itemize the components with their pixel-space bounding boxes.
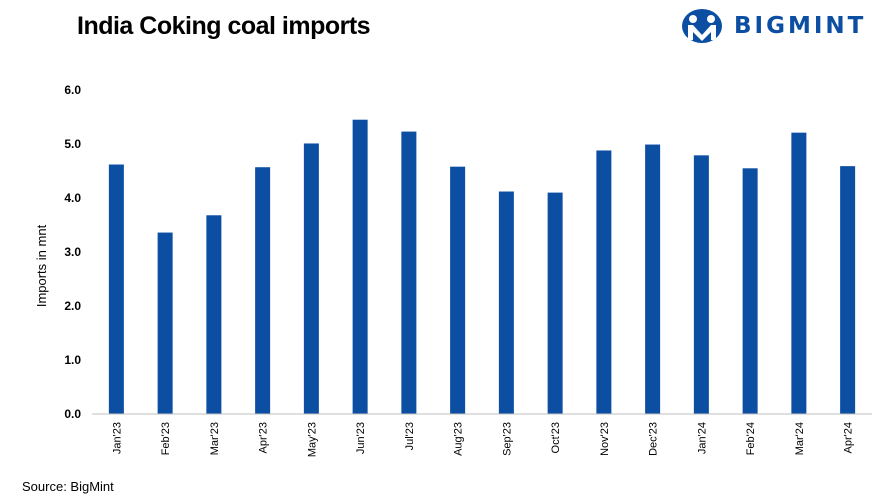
x-tick-label: May'23 [306,422,318,457]
y-tick-label: 5.0 [64,137,81,151]
y-tick-label: 4.0 [64,191,81,205]
x-tick-label: Mar'23 [209,422,221,455]
x-tick-label: Feb'24 [745,422,757,455]
bar [303,143,319,414]
bar [547,192,563,414]
x-axis-ticks: Jan'23 Feb'23 Mar'23 Apr'23 May'23 Jun'23 Jul'… [111,422,854,457]
bar [352,119,368,414]
bar [255,167,271,414]
x-tick-label: Nov'23 [599,422,611,456]
y-tick-label: 6.0 [64,83,81,97]
bar [498,191,514,414]
bar [645,144,661,415]
brand-name: BIGMINT [734,13,867,39]
bar [791,132,807,414]
y-tick-label: 2.0 [64,299,81,313]
x-tick-label: Oct'23 [550,422,562,453]
y-tick-label: 3.0 [64,245,81,259]
source-note: Source: BigMint [22,479,114,494]
bar [108,164,124,414]
chart-title: India Coking coal imports [77,12,371,40]
bigmint-logo-icon [682,9,722,43]
bar [840,166,856,414]
bar [450,166,466,414]
x-tick-label: Jan'23 [111,422,123,454]
bar [157,232,173,414]
y-tick-label: 0.0 [64,407,81,421]
x-tick-label: Dec'23 [648,422,660,456]
x-tick-label: Apr'23 [258,422,270,453]
y-tick-label: 1.0 [64,353,81,367]
bar [206,215,222,414]
bar [401,131,417,414]
x-tick-label: Jan'24 [696,422,708,454]
y-axis-label: Imports in mnt [34,224,49,307]
bar [742,168,758,414]
x-tick-label: Jun'23 [355,422,367,454]
bar [596,150,612,415]
bar-series [108,119,856,415]
x-tick-label: Feb'23 [160,422,172,455]
x-tick-label: Aug'23 [453,422,465,456]
x-tick-label: Apr'24 [843,422,855,453]
y-axis-ticks: 0.0 1.0 2.0 3.0 4.0 5.0 6.0 [64,83,81,421]
brand-logo: BIGMINT [680,8,866,44]
x-tick-label: Jul'23 [404,422,416,450]
x-tick-label: Sep'23 [501,422,513,456]
bar [693,155,709,414]
x-tick-label: Mar'24 [794,422,806,455]
